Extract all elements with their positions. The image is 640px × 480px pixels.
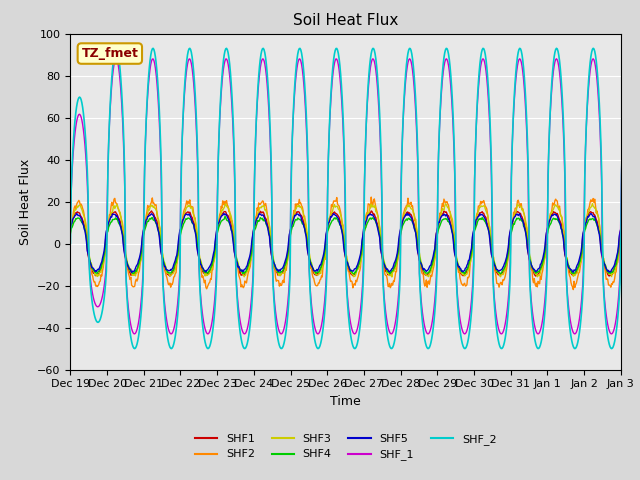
SHF3 xyxy=(136,264,143,269)
SHF_1 xyxy=(497,331,505,337)
SHF2 xyxy=(136,268,143,274)
Legend: SHF1, SHF2, SHF3, SHF4, SHF5, SHF_1, SHF_2: SHF1, SHF2, SHF3, SHF4, SHF5, SHF_1, SHF… xyxy=(190,430,501,465)
SHF3 xyxy=(67,231,74,237)
SHF_1 xyxy=(425,331,433,336)
SHF2 xyxy=(367,194,375,200)
SHF2 xyxy=(570,287,577,292)
SHF5 xyxy=(426,263,434,268)
SHF4 xyxy=(296,216,303,222)
SHF1 xyxy=(273,269,280,275)
SHF_1 xyxy=(516,56,524,62)
SHF5 xyxy=(273,267,281,273)
SHF1 xyxy=(458,272,466,278)
SHF_2 xyxy=(458,337,465,343)
SHF4 xyxy=(460,270,467,276)
Line: SHF1: SHF1 xyxy=(70,211,640,276)
X-axis label: Time: Time xyxy=(330,395,361,408)
SHF2 xyxy=(426,281,433,287)
SHF_2 xyxy=(136,328,143,334)
SHF_2 xyxy=(67,240,74,247)
SHF_1 xyxy=(243,326,251,332)
Line: SHF2: SHF2 xyxy=(70,197,640,289)
SHF1 xyxy=(67,226,74,232)
SHF_2 xyxy=(273,325,280,331)
SHF5 xyxy=(296,213,303,219)
Text: TZ_fmet: TZ_fmet xyxy=(81,47,138,60)
SHF1 xyxy=(426,270,433,276)
SHF3 xyxy=(589,201,596,206)
SHF5 xyxy=(128,270,136,276)
SHF_2 xyxy=(425,346,433,351)
SHF2 xyxy=(243,276,251,281)
SHF1 xyxy=(243,266,251,272)
SHF_1 xyxy=(458,324,465,330)
SHF5 xyxy=(136,252,144,258)
Line: SHF3: SHF3 xyxy=(70,204,640,277)
SHF3 xyxy=(273,268,280,274)
Line: SHF_1: SHF_1 xyxy=(70,59,640,334)
SHF4 xyxy=(244,263,252,269)
SHF1 xyxy=(532,273,540,279)
SHF4 xyxy=(273,266,281,272)
SHF_1 xyxy=(294,58,302,63)
SHF_1 xyxy=(67,218,74,224)
SHF5 xyxy=(403,210,411,216)
SHF_2 xyxy=(294,48,302,53)
SHF5 xyxy=(460,269,467,275)
Y-axis label: Soil Heat Flux: Soil Heat Flux xyxy=(19,158,31,245)
SHF3 xyxy=(388,274,396,280)
SHF2 xyxy=(273,278,280,284)
SHF1 xyxy=(136,259,143,264)
SHF4 xyxy=(67,229,74,235)
SHF2 xyxy=(294,202,302,207)
SHF3 xyxy=(426,271,433,276)
SHF5 xyxy=(244,259,252,265)
Line: SHF5: SHF5 xyxy=(70,213,640,273)
SHF5 xyxy=(67,226,74,231)
SHF_1 xyxy=(273,314,280,320)
SHF4 xyxy=(426,267,434,273)
SHF3 xyxy=(294,204,302,209)
SHF_2 xyxy=(626,46,634,51)
SHF4 xyxy=(136,259,143,265)
SHF2 xyxy=(458,281,466,287)
SHF2 xyxy=(67,230,74,236)
Line: SHF4: SHF4 xyxy=(70,216,640,274)
SHF1 xyxy=(367,208,375,214)
Line: SHF_2: SHF_2 xyxy=(70,48,640,348)
SHF3 xyxy=(458,272,466,277)
SHF_2 xyxy=(243,341,251,347)
SHF_1 xyxy=(136,315,143,321)
SHF4 xyxy=(221,214,229,219)
SHF1 xyxy=(294,209,302,215)
Title: Soil Heat Flux: Soil Heat Flux xyxy=(293,13,398,28)
SHF3 xyxy=(243,269,251,275)
SHF4 xyxy=(351,271,358,277)
